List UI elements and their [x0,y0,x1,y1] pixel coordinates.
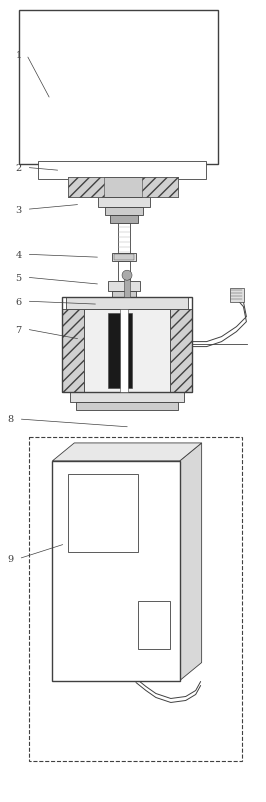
Bar [170,310,192,392]
Bar [70,392,184,403]
Text: 8: 8 [7,415,14,424]
Bar [62,298,192,392]
Polygon shape [52,444,202,461]
Text: 3: 3 [15,205,22,215]
Bar [39,162,206,180]
Bar [118,224,130,254]
Bar [68,474,138,552]
Circle shape [122,271,132,281]
Bar [230,289,244,303]
Bar [62,310,84,392]
Bar [108,282,140,292]
Text: 5: 5 [15,273,22,282]
Bar [138,601,170,649]
Bar [114,255,134,261]
Bar [112,254,136,262]
Bar [124,280,130,298]
Bar [68,178,178,198]
Bar [110,216,138,224]
Text: 7: 7 [15,326,22,334]
Bar [112,292,136,298]
Bar [120,310,128,392]
Bar [19,10,218,165]
Bar [76,403,178,411]
Bar [142,178,178,198]
Text: 6: 6 [15,298,22,306]
Bar [68,178,104,198]
Bar [98,198,150,208]
Text: 1: 1 [15,51,22,60]
Bar [105,208,143,216]
Bar [66,298,188,310]
Text: 2: 2 [15,164,22,172]
Bar [84,310,170,392]
Text: 9: 9 [7,554,14,564]
Polygon shape [180,444,202,681]
Text: 4: 4 [15,250,22,259]
Bar [52,461,180,681]
Bar [118,262,130,282]
Bar [28,437,242,761]
Bar [108,314,132,388]
